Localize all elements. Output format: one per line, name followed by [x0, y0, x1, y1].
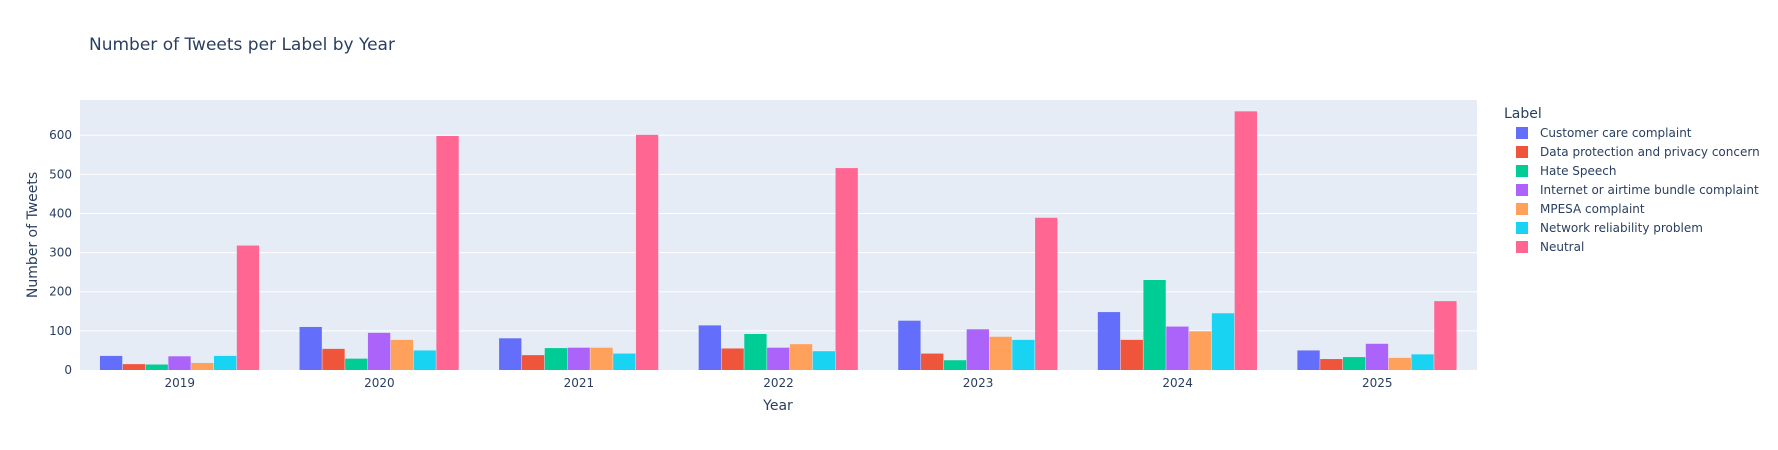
bar [367, 332, 391, 370]
bar [1234, 111, 1257, 370]
bar [521, 355, 545, 370]
bars [99, 111, 1457, 370]
y-tick-label: 500 [49, 167, 72, 181]
bar [345, 358, 368, 370]
legend-item[interactable]: Customer care complaint [1516, 126, 1692, 140]
x-tick-labels: 2019 2020 2021 2022 2023 2024 2025 [165, 376, 1393, 390]
x-tick-label: 2023 [963, 376, 994, 390]
legend-item[interactable]: Data protection and privacy concern [1516, 145, 1760, 159]
bar [1143, 280, 1166, 370]
legend-label: Network reliability problem [1540, 221, 1703, 235]
x-tick-label: 2019 [165, 376, 196, 390]
bar [145, 364, 168, 370]
legend-swatch [1516, 203, 1528, 215]
bar [1120, 339, 1143, 370]
bar [1097, 312, 1121, 370]
bar [122, 364, 146, 370]
y-tick-label: 200 [49, 285, 72, 299]
bar [322, 348, 345, 370]
legend-label: Internet or airtime bundle complaint [1540, 183, 1759, 197]
bar [1012, 339, 1035, 370]
plot-area [80, 100, 1477, 370]
bar [413, 350, 436, 370]
legend-item[interactable]: MPESA complaint [1516, 202, 1645, 216]
bar [989, 336, 1012, 370]
legend-swatch [1516, 184, 1528, 196]
bar [191, 362, 214, 370]
y-tick-label: 600 [49, 128, 72, 142]
x-tick-label: 2022 [763, 376, 794, 390]
legend-swatch [1516, 241, 1528, 253]
bar [789, 344, 813, 370]
legend-label: Customer care complaint [1540, 126, 1692, 140]
bar [99, 355, 123, 370]
bar [390, 339, 414, 370]
legend-label: Data protection and privacy concern [1540, 145, 1760, 159]
bar [1388, 357, 1411, 370]
bar [236, 245, 260, 370]
legend-item[interactable]: Hate Speech [1516, 164, 1616, 178]
y-tick-label: 400 [49, 206, 72, 220]
bar [635, 134, 659, 370]
legend-swatch [1516, 165, 1528, 177]
bar [921, 353, 944, 370]
bar [966, 329, 989, 370]
bar [1211, 313, 1235, 370]
legend-swatch [1516, 222, 1528, 234]
legend-label: MPESA complaint [1540, 202, 1645, 216]
bar [1434, 301, 1457, 370]
bar [943, 360, 967, 370]
bar [1297, 350, 1320, 370]
bar [1166, 326, 1189, 370]
bar [1035, 217, 1058, 370]
y-axis-title: Number of Tweets [25, 172, 41, 298]
bar [1320, 359, 1343, 370]
bar [213, 355, 237, 370]
x-tick-label: 2025 [1362, 376, 1393, 390]
legend-item[interactable]: Neutral [1516, 240, 1584, 254]
bar [613, 353, 636, 370]
legend-item[interactable]: Internet or airtime bundle complaint [1516, 183, 1759, 197]
bar [544, 348, 568, 370]
x-tick-label: 2024 [1162, 376, 1193, 390]
bar [1365, 343, 1389, 370]
bar [812, 351, 836, 370]
y-tick-label: 300 [49, 246, 72, 260]
legend-label: Hate Speech [1540, 164, 1616, 178]
bar [168, 356, 191, 370]
legend-swatch [1516, 127, 1528, 139]
bar [1343, 357, 1366, 370]
bar [499, 338, 522, 370]
legend-label: Neutral [1540, 240, 1584, 254]
y-tick-labels: 0 100 200 300 400 500 600 [49, 128, 72, 377]
bar [1189, 331, 1212, 370]
bar [835, 168, 858, 370]
bar [744, 334, 767, 370]
bar [721, 348, 744, 370]
bar [698, 325, 721, 370]
bar [898, 320, 921, 370]
legend-item[interactable]: Network reliability problem [1516, 221, 1703, 235]
bar [436, 136, 459, 370]
bar [1411, 354, 1434, 370]
bar [567, 347, 590, 370]
legend-title: Label [1504, 106, 1542, 122]
x-tick-label: 2021 [564, 376, 595, 390]
y-tick-label: 0 [64, 363, 72, 377]
bar [767, 347, 790, 370]
legend: Label Customer care complaint Data protec… [1504, 106, 1760, 254]
bar [590, 347, 613, 370]
y-tick-label: 100 [49, 324, 72, 338]
x-axis-title: Year [762, 398, 793, 414]
bar [299, 326, 322, 370]
chart-title: Number of Tweets per Label by Year [89, 35, 395, 55]
x-tick-label: 2020 [364, 376, 395, 390]
legend-swatch [1516, 146, 1528, 158]
